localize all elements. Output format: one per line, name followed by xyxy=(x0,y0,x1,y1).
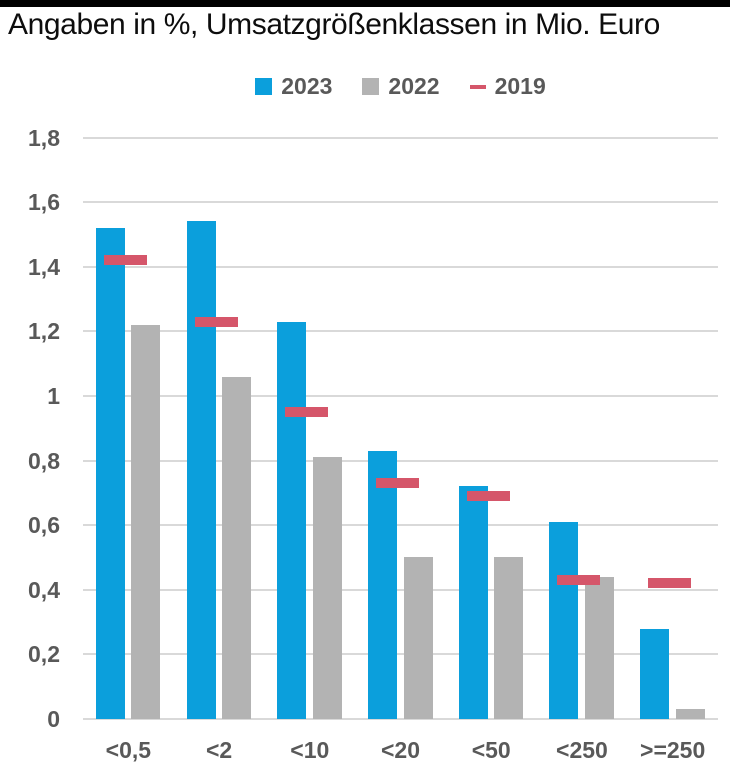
gridline xyxy=(83,265,718,268)
chart-title: Angaben in %, Umsatzgrößenklassen in Mio… xyxy=(8,8,660,41)
bar-2022 xyxy=(403,557,433,719)
bar-2022 xyxy=(222,376,252,719)
legend-swatch-2022 xyxy=(362,78,380,95)
y-axis-tick-label: 0,4 xyxy=(28,576,60,603)
y-axis-tick-label: 1,6 xyxy=(28,189,60,216)
dash-2019 xyxy=(557,575,601,586)
legend-swatch-2023 xyxy=(255,78,273,95)
x-axis-category-label: <250 xyxy=(556,737,608,763)
legend-item-2022: 2022 xyxy=(362,73,440,100)
x-axis-category-label: <20 xyxy=(380,737,420,763)
y-axis-tick-label: 0,6 xyxy=(28,512,60,539)
x-axis-category-label: <10 xyxy=(290,737,330,763)
y-axis-tick-label: 0,2 xyxy=(28,641,60,668)
gridline xyxy=(83,459,718,462)
legend-swatch-2019-dash xyxy=(469,84,486,89)
y-axis-tick-label: 1,4 xyxy=(28,253,60,280)
gridline xyxy=(83,653,718,656)
bar-2023 xyxy=(95,227,125,719)
x-axis-category-label: <0,5 xyxy=(105,737,152,763)
legend: 2023 2022 2019 xyxy=(83,73,718,100)
x-axis-category-label: <2 xyxy=(205,737,233,763)
bar-2023 xyxy=(277,321,307,719)
gridline xyxy=(83,136,718,139)
dash-2019 xyxy=(466,491,510,502)
bar-2022 xyxy=(675,709,705,719)
gridline xyxy=(83,201,718,204)
gridline xyxy=(83,330,718,333)
gridline xyxy=(83,718,718,720)
gridline xyxy=(83,394,718,397)
bar-2022 xyxy=(584,576,614,719)
top-border-bar xyxy=(0,0,730,7)
bar-2022 xyxy=(494,557,524,719)
y-axis-tick-label: 0,8 xyxy=(28,447,60,474)
legend-label-2022: 2022 xyxy=(388,73,440,99)
dash-2019 xyxy=(285,407,329,418)
legend-label-2023: 2023 xyxy=(281,73,333,99)
y-axis-tick-label: 1,8 xyxy=(28,124,60,151)
x-axis-category-label: <50 xyxy=(471,737,511,763)
dash-2019 xyxy=(194,316,238,327)
gridline xyxy=(83,588,718,591)
dash-2019 xyxy=(648,578,692,589)
x-axis-category-label: >=250 xyxy=(640,737,706,763)
bar-2023 xyxy=(640,628,670,719)
dash-2019 xyxy=(103,255,147,266)
bar-2023 xyxy=(549,521,579,719)
y-axis-tick-label: 1 xyxy=(47,382,60,409)
legend-item-2023: 2023 xyxy=(255,73,332,100)
y-axis-tick-label: 1,2 xyxy=(28,318,60,345)
dash-2019 xyxy=(376,478,419,489)
bar-2023 xyxy=(458,486,488,719)
y-axis-tick-label: 0 xyxy=(47,706,60,732)
legend-label-2019: 2019 xyxy=(494,73,546,99)
legend-item-2019: 2019 xyxy=(469,73,546,100)
gridline xyxy=(83,524,718,527)
bar-2023 xyxy=(186,221,216,719)
bar-2022 xyxy=(131,324,161,719)
bar-2022 xyxy=(312,457,342,719)
bar-2023 xyxy=(368,450,397,719)
